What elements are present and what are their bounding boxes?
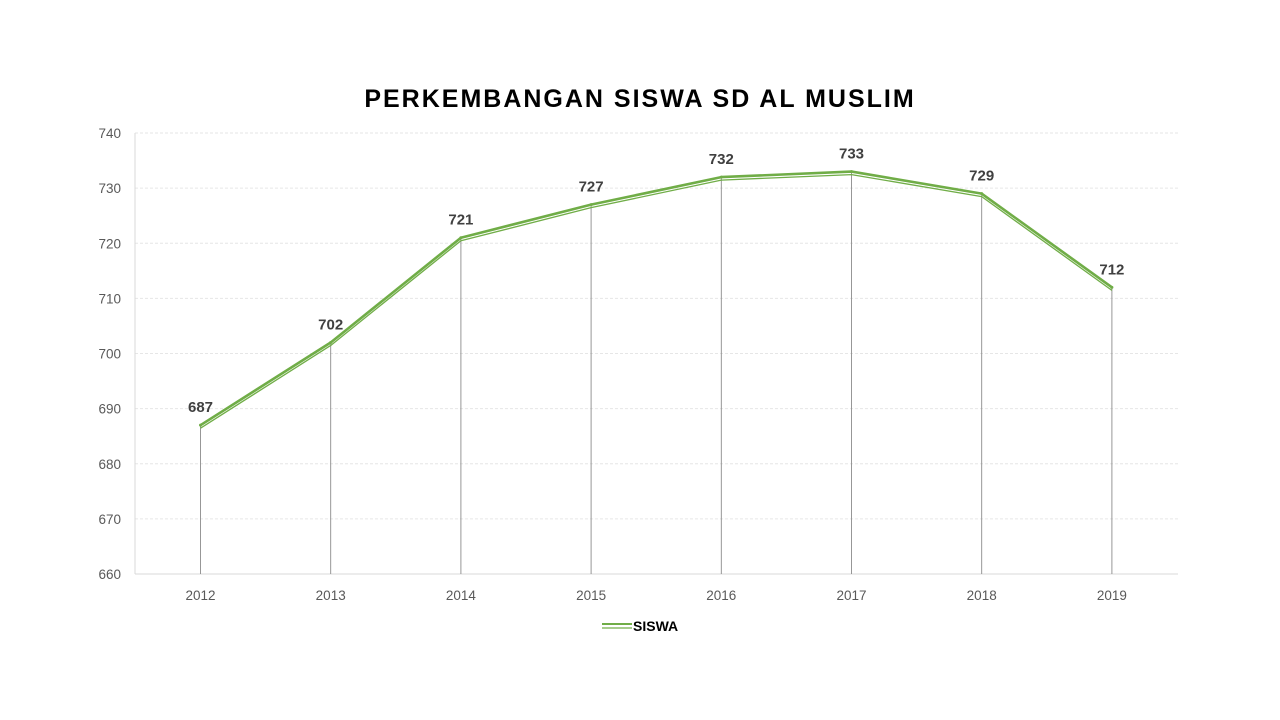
y-tick-label: 710 [98,291,121,306]
data-label: 687 [188,399,213,416]
series-line-shadow [200,173,1113,429]
series-line-siswa [199,170,1113,427]
gridlines [135,132,1178,520]
data-label: 733 [839,146,864,163]
y-tick-label: 730 [98,181,121,196]
data-label: 712 [1099,261,1124,278]
data-label: 732 [709,151,734,168]
data-label: 729 [969,168,994,185]
y-tick-label: 690 [98,402,121,417]
x-tick-label: 2012 [185,588,215,603]
y-tick-label: 740 [98,126,121,141]
y-tick-label: 660 [98,567,121,582]
data-labels: 687 702 721 727 732 733 729 712 [188,146,1124,417]
legend-series-name: SISWA [633,618,678,634]
x-tick-label: 2018 [967,588,997,603]
x-tick-label: 2013 [316,588,346,603]
x-tick-label: 2019 [1097,588,1127,603]
x-tick-label: 2017 [836,588,866,603]
data-point [850,170,853,174]
data-point [459,236,463,240]
data-point [199,423,202,427]
series-lines [199,170,1114,429]
drop-lines [200,171,1113,574]
x-tick-label: 2016 [706,588,736,603]
data-label: 727 [579,179,604,196]
data-point [719,175,723,179]
data-point [1110,285,1114,289]
data-point [589,203,593,207]
y-tick-label: 720 [98,236,121,251]
y-tick-label: 680 [98,457,121,472]
data-label: 702 [318,316,343,333]
data-label: 721 [448,212,473,229]
chart-title: PERKEMBANGAN SISWA SD AL MUSLIM [364,85,915,113]
x-tick-label: 2015 [576,588,606,603]
y-tick-label: 700 [98,347,121,362]
legend: SISWA [602,618,678,634]
axes: 660 670 680 690 700 710 720 730 740 2012 2013 2014 2… [98,126,1178,603]
y-tick-label: 670 [98,512,121,527]
x-tick-label: 2014 [446,588,477,603]
data-point [329,340,333,344]
data-point [980,192,984,196]
